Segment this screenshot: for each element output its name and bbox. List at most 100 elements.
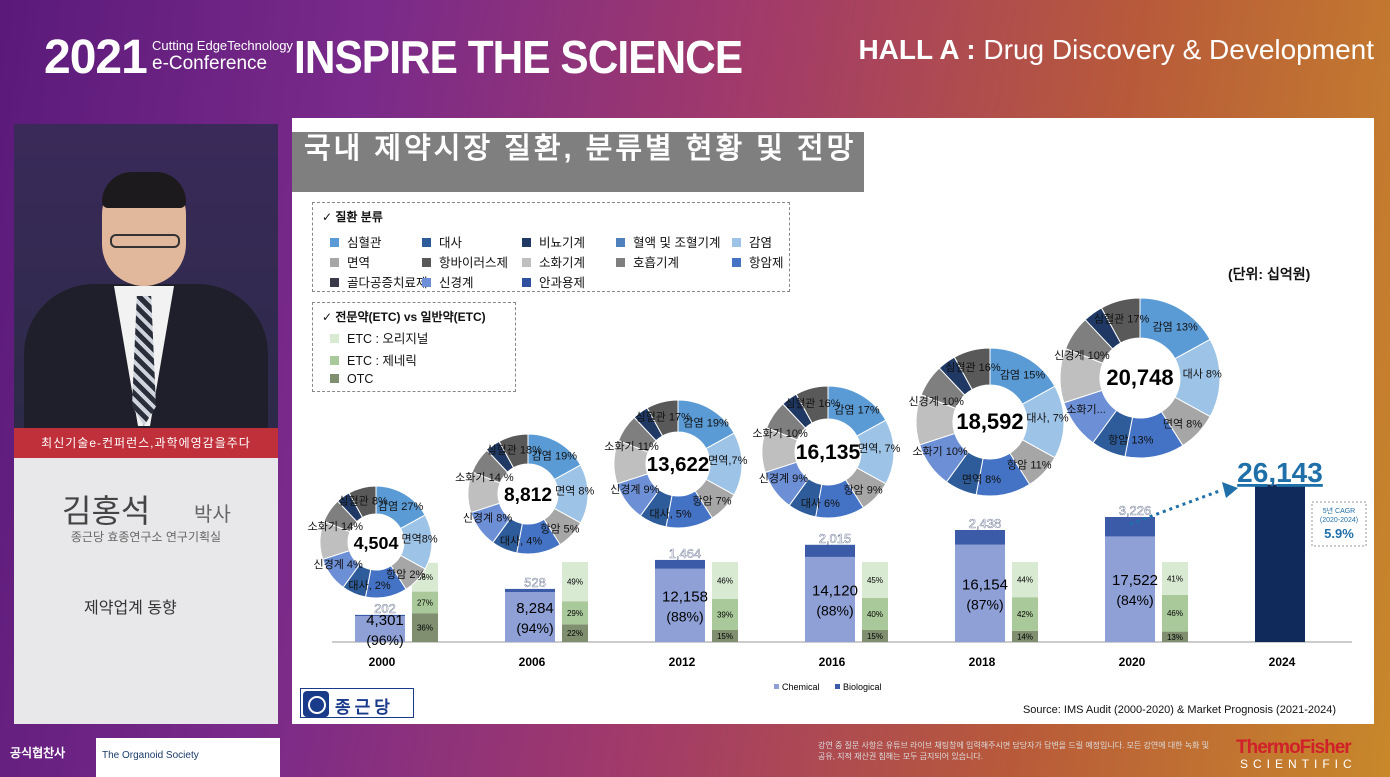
legend-swatch (330, 238, 339, 247)
chemical-bar (355, 616, 405, 642)
original-segment (712, 562, 738, 599)
legend-swatch (522, 258, 531, 267)
chemical-share-label: (88%) (816, 602, 853, 618)
donut-slice (646, 399, 679, 437)
legend-label: 골다공증치료제 (347, 276, 428, 290)
original-pct: 46% (717, 576, 733, 585)
legend-swatch (732, 258, 741, 267)
growth-arrow-line (1129, 488, 1223, 526)
legend-swatch (616, 238, 625, 247)
hall-title: HALL A : Drug Discovery & Development (858, 34, 1374, 66)
biological-bar (505, 588, 555, 593)
donut-slice (953, 347, 991, 391)
legend-swatch (422, 258, 431, 267)
legend-swatch (616, 258, 625, 267)
donut-label: 대사, 2% (348, 579, 390, 592)
notice-text: 강연 중 질문 사항은 유튜브 라이브 채팅창에 입력해주시면 담당자가 답변을… (818, 741, 1210, 761)
donut-hole (499, 465, 557, 523)
donut-label: 항암 7% (692, 495, 731, 508)
chemical-bar (805, 556, 855, 642)
legend-label: 혈액 및 조혈기계 (633, 236, 721, 250)
source-note: Source: IMS Audit (2000-2020) & Market P… (1022, 704, 1336, 716)
generic-segment (862, 598, 888, 630)
legend-item: 골다공증치료제 (330, 272, 428, 291)
generic-pct: 29% (567, 609, 583, 618)
legend-item: 혈액 및 조혈기계 (616, 232, 720, 251)
donut-label: 면역 8% (1163, 418, 1202, 431)
otc-segment (712, 630, 738, 642)
generic-pct: 27% (417, 598, 433, 607)
donut-label: 소화기 10% (912, 445, 968, 458)
legend-label: ETC : 제네릭 (347, 354, 417, 368)
legend-label: 심혈관 (347, 236, 382, 250)
biological-value: 528 (524, 575, 546, 590)
chemical-share-label: (87%) (966, 596, 1003, 612)
donut-label: 심혈관 17% (636, 409, 692, 423)
chemical-value: 8,284 (516, 600, 554, 617)
donut-label: 대사, 5% (649, 507, 691, 520)
legend-swatch (522, 238, 531, 247)
legend-swatch (330, 374, 339, 383)
chemical-share-label: (94%) (516, 620, 553, 636)
donut-total: 8,812 (504, 485, 552, 506)
cagr-label: 5년 CAGR (1323, 506, 1356, 515)
session-topic: 제약업계 동향 (84, 600, 177, 617)
sponsor-logo: The Organoid Society (96, 738, 280, 777)
legend-label: 신경계 (439, 276, 474, 290)
donut-total: 20,748 (1106, 365, 1173, 390)
generic-segment (1162, 594, 1188, 632)
donut-label: 신경계 4% (314, 558, 364, 571)
legend-label: 비뇨기계 (539, 236, 586, 250)
donut-label: 감염 17% (834, 403, 880, 416)
brand-logo: ThermoFisher (1236, 737, 1352, 758)
brand-subtitle: SCIENTIFIC (1240, 757, 1357, 771)
legend-item: 면역 (330, 252, 370, 271)
donut-hole (647, 433, 709, 495)
original-segment (1162, 562, 1188, 595)
donut-label: 심혈관 18% (486, 442, 542, 456)
x-tick-label: 2012 (669, 655, 696, 669)
biological-value: 2,015 (819, 531, 852, 546)
cagr-value: 5.9% (1324, 526, 1354, 541)
generic-pct: 46% (1167, 609, 1183, 618)
original-segment (862, 562, 888, 598)
donut-label: 항암 5% (540, 522, 579, 535)
otc-segment (562, 624, 588, 642)
chemical-legend-label: Chemical (782, 682, 820, 692)
donut-hole (349, 515, 403, 569)
unit-label: (단위: 십억원) (1228, 266, 1311, 282)
legend-item: ETC : 제네릭 (330, 350, 417, 369)
donut-label: 소화기... (1066, 403, 1106, 416)
presenter-video (14, 124, 278, 428)
donut-total: 18,592 (956, 409, 1023, 434)
donut-label: 항암 11% (1007, 458, 1052, 471)
donut-label: 면역 8% (962, 473, 1001, 486)
legend-item: 호흡기계 (616, 252, 679, 271)
legend-swatch (422, 238, 431, 247)
donut-label: 대사, 7% (1026, 412, 1068, 425)
otc-pct: 15% (867, 632, 883, 641)
hall-label: HALL A : (858, 34, 976, 65)
donut-label: 소화기 10% (752, 427, 808, 440)
legend-item: 심혈관 (330, 232, 382, 251)
legend-item: 소화기계 (522, 252, 585, 271)
legend-label: 안과용제 (539, 276, 586, 290)
donut-label: 소화기 14% (308, 520, 364, 533)
original-segment (562, 562, 588, 602)
donut-slice (498, 433, 529, 469)
presentation-slide: 국내 제약시장 질환, 분류별 현황 및 전망 ✓ 질환 분류 ✓ 전문약(ET… (292, 118, 1374, 724)
donut-slice (795, 385, 829, 424)
chemical-bar (1105, 536, 1155, 642)
cagr-period: (2020-2024) (1320, 517, 1358, 524)
x-tick-label: 2020 (1119, 655, 1146, 669)
sponsor-label: 공식협찬사 (10, 746, 66, 760)
chemical-value: 16,154 (962, 576, 1008, 593)
forecast-bar (1255, 484, 1305, 642)
biological-value: 3,226 (1119, 503, 1152, 518)
legend-swatch (330, 258, 339, 267)
chemical-value: 4,301 (366, 612, 404, 629)
etc-legend-title: ✓ 전문약(ETC) vs 일반약(ETC) (322, 310, 486, 324)
donut-label: 신경계 8% (463, 511, 513, 524)
otc-pct: 14% (1017, 632, 1033, 641)
conference-subtitle: Cutting EdgeTechnology e-Conference (152, 37, 293, 73)
